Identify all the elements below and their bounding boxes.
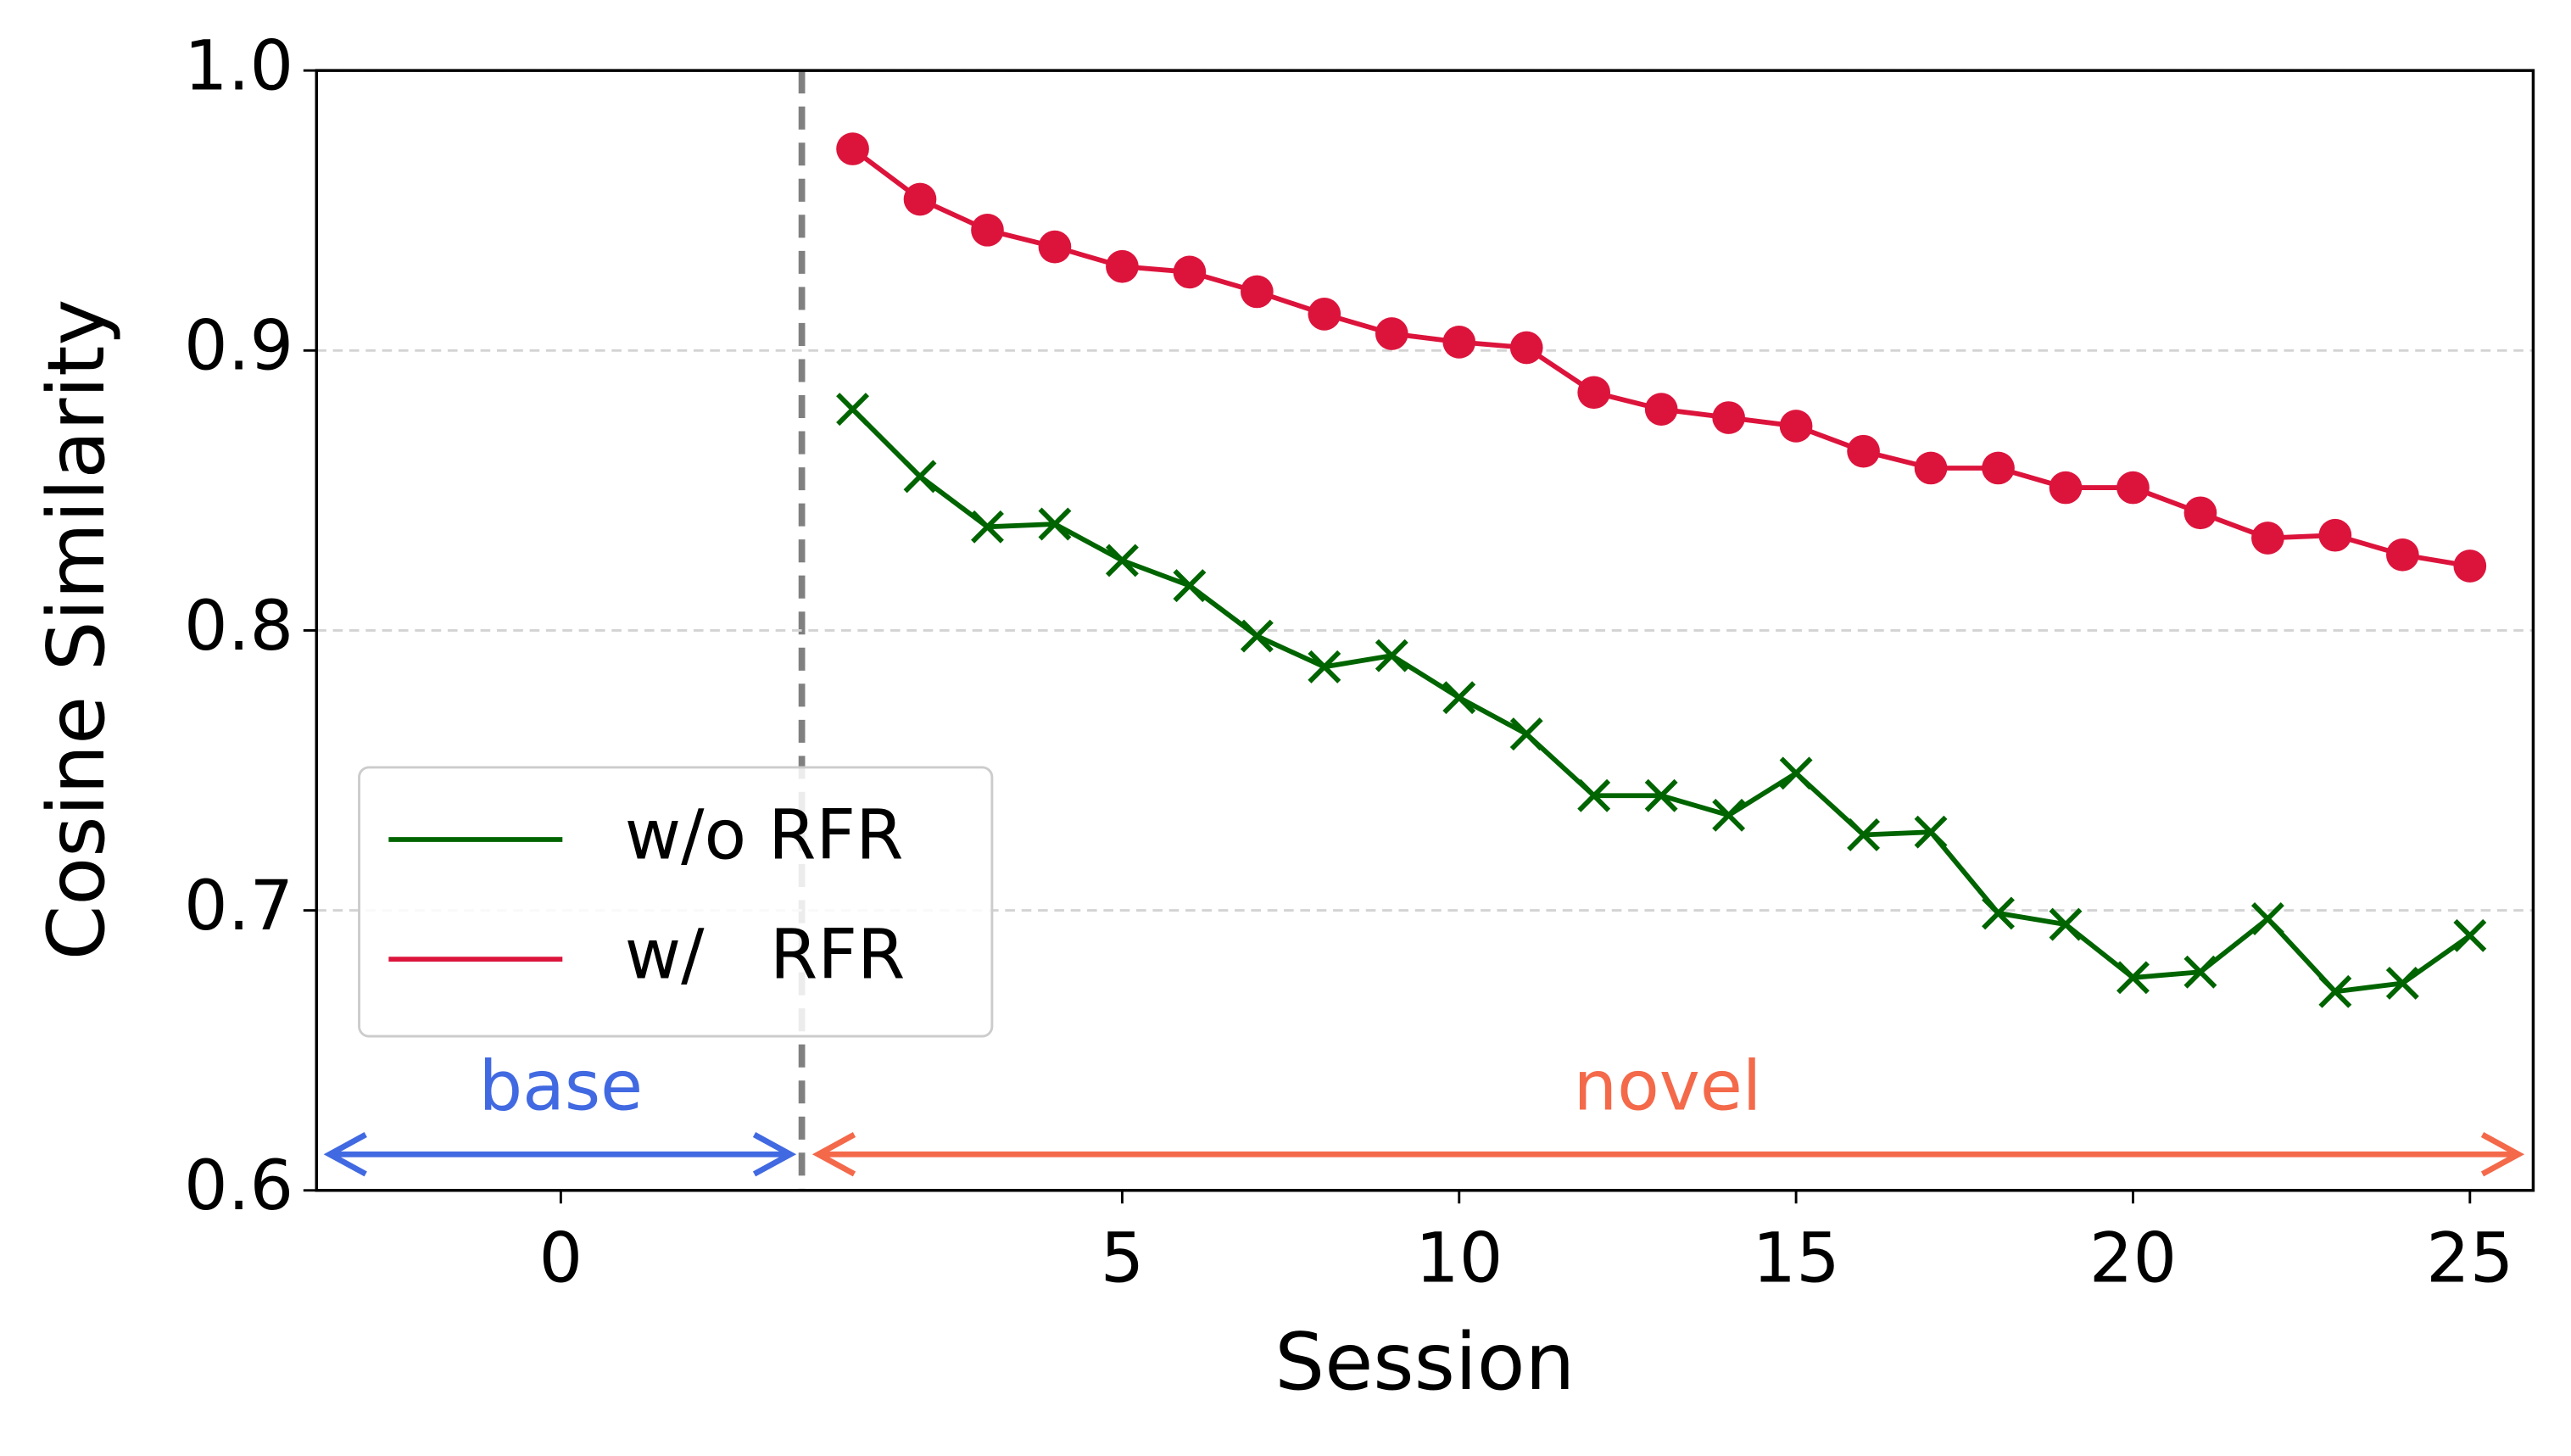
point	[2116, 961, 2150, 995]
legend-label: w/ RFR	[625, 916, 906, 996]
point	[2318, 518, 2352, 552]
arrow-head	[752, 1132, 797, 1177]
point	[1982, 451, 2015, 485]
x-tick-label: 25	[2426, 1219, 2513, 1298]
point	[1712, 401, 1745, 434]
arrow-head	[811, 1132, 856, 1177]
point	[2453, 549, 2487, 583]
point	[1779, 756, 1813, 790]
x-tick-label: 10	[1415, 1219, 1503, 1298]
point	[1038, 507, 1072, 541]
point	[971, 213, 1004, 247]
y-tick-label: 0.6	[184, 1146, 293, 1226]
y-axis-label: Cosine Similarity	[31, 299, 122, 961]
point	[1308, 298, 1341, 331]
point	[1712, 798, 1746, 832]
point	[1241, 275, 1274, 309]
point	[971, 510, 1004, 544]
point	[1644, 393, 1678, 426]
point	[836, 132, 869, 165]
point	[1375, 639, 1408, 672]
point	[903, 460, 937, 494]
point	[2385, 966, 2419, 1000]
y-tick-label: 0.7	[184, 867, 293, 946]
point	[1308, 650, 1341, 683]
legend-label: w/o RFR	[625, 795, 904, 875]
point	[1982, 896, 2015, 930]
point	[2183, 955, 2217, 989]
point	[2453, 918, 2487, 952]
point	[903, 182, 937, 216]
x-tick-label: 5	[1101, 1219, 1145, 1298]
point	[2116, 471, 2150, 505]
point	[836, 393, 869, 427]
point	[2385, 538, 2419, 572]
point	[2250, 902, 2284, 935]
x-axis-label: Session	[1274, 1316, 1575, 1408]
point	[2183, 496, 2217, 530]
x-tick-label: 0	[539, 1219, 583, 1298]
annotation: base	[479, 1046, 644, 1126]
point	[1577, 778, 1611, 812]
point	[1847, 818, 1881, 851]
arrow-head	[323, 1132, 367, 1177]
point	[1509, 331, 1543, 365]
point	[1779, 410, 1813, 443]
point	[1577, 376, 1611, 410]
point	[1509, 717, 1543, 751]
point	[1038, 230, 1072, 264]
y-tick-label: 0.9	[184, 307, 293, 387]
point	[1847, 434, 1880, 468]
point	[2049, 471, 2083, 505]
point	[1375, 317, 1408, 350]
point	[1106, 249, 1139, 283]
point	[1442, 326, 1476, 359]
point	[2251, 522, 2284, 555]
series	[836, 393, 2487, 1008]
y-tick-label: 1.0	[184, 27, 293, 107]
point	[1173, 255, 1207, 289]
point	[1105, 544, 1139, 577]
point	[1173, 569, 1207, 603]
point	[2318, 974, 2352, 1008]
line	[850, 407, 2472, 995]
line	[850, 147, 2471, 569]
legend-box	[358, 766, 994, 1038]
point	[2049, 907, 2083, 941]
plot-frame	[315, 69, 2535, 1192]
annotation: novel	[1574, 1046, 1762, 1126]
x-tick-label: 20	[2089, 1219, 2177, 1298]
x-tick-label: 15	[1752, 1219, 1839, 1298]
series	[836, 132, 2487, 583]
point	[1644, 778, 1678, 812]
point	[1240, 619, 1274, 653]
point	[1914, 815, 1948, 849]
point	[1442, 681, 1476, 715]
arrow-head	[2480, 1132, 2525, 1177]
point	[1914, 451, 1948, 485]
y-tick-label: 0.8	[184, 587, 293, 667]
